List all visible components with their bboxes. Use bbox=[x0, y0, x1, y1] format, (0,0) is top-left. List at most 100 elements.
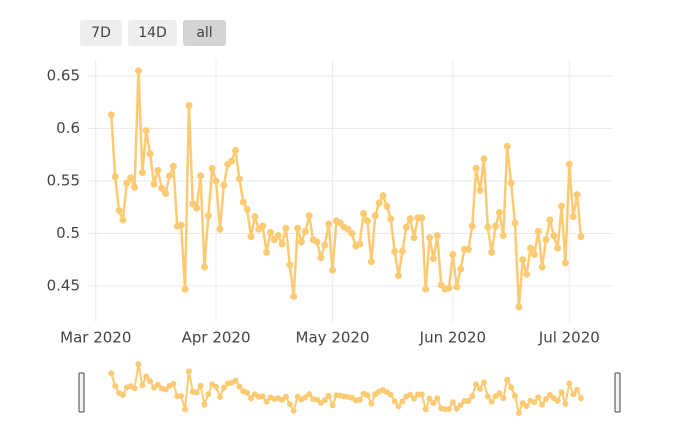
point bbox=[429, 255, 437, 263]
point bbox=[360, 210, 368, 218]
point bbox=[259, 222, 267, 230]
point bbox=[426, 234, 434, 242]
point bbox=[550, 232, 558, 240]
point bbox=[577, 233, 585, 241]
slider-point bbox=[135, 361, 142, 368]
point bbox=[263, 248, 271, 256]
range-button[interactable]: all bbox=[183, 20, 226, 46]
slider-point bbox=[395, 403, 402, 410]
point bbox=[317, 254, 325, 262]
point bbox=[119, 216, 127, 224]
point bbox=[154, 166, 162, 174]
y-tick-label: 0.5 bbox=[56, 224, 80, 242]
slider-handle[interactable] bbox=[78, 372, 85, 413]
point bbox=[278, 240, 286, 248]
point bbox=[243, 205, 251, 213]
slider-point bbox=[477, 385, 484, 392]
point bbox=[158, 184, 166, 192]
slider-point bbox=[480, 379, 487, 386]
point bbox=[290, 292, 298, 300]
slider-point bbox=[511, 392, 518, 399]
point bbox=[433, 232, 441, 240]
point bbox=[200, 263, 208, 271]
point bbox=[492, 222, 500, 230]
slider-point bbox=[259, 393, 266, 400]
point bbox=[138, 169, 146, 177]
point bbox=[142, 127, 150, 135]
slider-point bbox=[543, 396, 550, 403]
point bbox=[422, 285, 430, 293]
slider-point bbox=[286, 401, 293, 408]
point bbox=[305, 212, 313, 220]
slider-point bbox=[356, 396, 363, 403]
point bbox=[266, 228, 274, 236]
point bbox=[297, 238, 305, 246]
slider-point bbox=[364, 392, 371, 399]
slider-point bbox=[178, 393, 185, 400]
line bbox=[110, 70, 583, 308]
point bbox=[546, 216, 554, 224]
button-label: 7D bbox=[91, 25, 111, 41]
point bbox=[150, 180, 158, 188]
point bbox=[131, 183, 139, 191]
slider-point bbox=[465, 398, 472, 405]
point bbox=[449, 250, 457, 258]
slider-point bbox=[515, 409, 522, 416]
slider-handle[interactable] bbox=[614, 372, 621, 413]
button-label: 14D bbox=[138, 25, 167, 41]
slider-point bbox=[430, 399, 437, 406]
slider-point bbox=[391, 398, 398, 405]
slider-point bbox=[236, 383, 243, 390]
point bbox=[146, 150, 154, 158]
slider-point bbox=[282, 393, 289, 400]
slider-point bbox=[143, 373, 150, 380]
point bbox=[325, 220, 333, 228]
point bbox=[391, 247, 399, 255]
point bbox=[134, 67, 142, 75]
range-button[interactable]: 7D bbox=[80, 20, 122, 46]
slider-point bbox=[504, 376, 511, 383]
slider-point bbox=[411, 395, 418, 402]
point bbox=[554, 244, 562, 252]
point bbox=[321, 241, 329, 249]
slider-point bbox=[469, 393, 476, 400]
slider-point bbox=[329, 402, 336, 409]
point bbox=[169, 162, 177, 170]
point bbox=[542, 236, 550, 244]
slider-point bbox=[574, 386, 581, 393]
point bbox=[402, 223, 410, 231]
point bbox=[274, 232, 282, 240]
range-button[interactable]: 14D bbox=[128, 20, 177, 46]
slider-point bbox=[500, 395, 507, 402]
point bbox=[216, 225, 224, 233]
point bbox=[162, 190, 170, 198]
slider-point bbox=[306, 391, 313, 398]
point bbox=[406, 215, 414, 223]
point bbox=[538, 263, 546, 271]
slider-point bbox=[197, 382, 204, 389]
point bbox=[558, 202, 566, 210]
point bbox=[569, 213, 577, 221]
slider-point bbox=[368, 400, 375, 407]
point bbox=[286, 261, 294, 269]
slider-point bbox=[445, 406, 452, 413]
point bbox=[410, 234, 418, 242]
slider-point bbox=[508, 384, 515, 391]
point bbox=[573, 191, 581, 199]
point bbox=[367, 258, 375, 266]
slider-point bbox=[108, 370, 115, 377]
point bbox=[464, 245, 472, 253]
point bbox=[480, 155, 488, 163]
point bbox=[445, 284, 453, 292]
point bbox=[239, 198, 247, 206]
slider-point bbox=[290, 407, 297, 414]
point bbox=[235, 175, 243, 183]
point bbox=[395, 271, 403, 279]
y-tick-label: 0.55 bbox=[47, 171, 80, 189]
slider-point bbox=[577, 395, 584, 402]
slider-point bbox=[185, 368, 192, 375]
point bbox=[228, 157, 236, 165]
point bbox=[495, 208, 503, 216]
slider-point bbox=[558, 389, 565, 396]
